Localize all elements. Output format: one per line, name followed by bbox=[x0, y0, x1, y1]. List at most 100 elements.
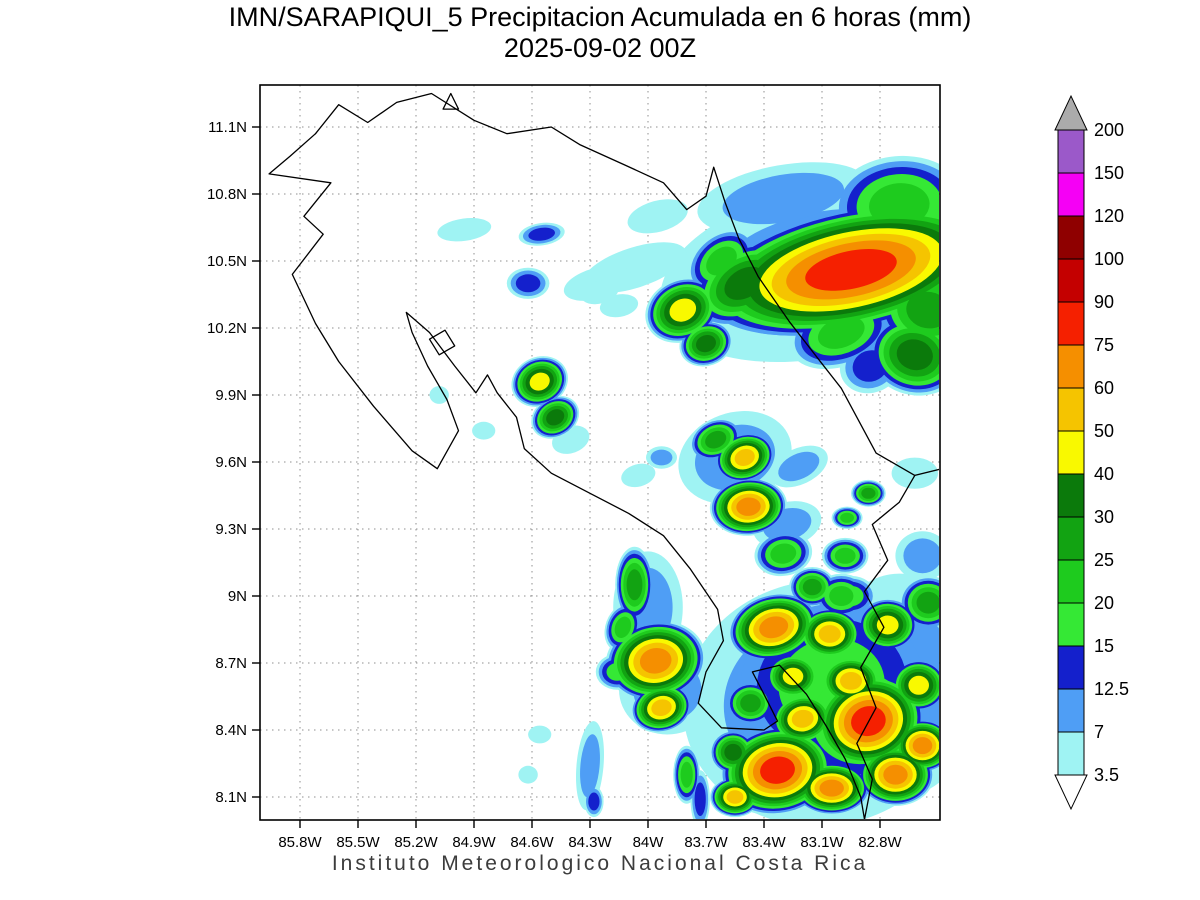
y-tick-label: 9.3N bbox=[215, 521, 247, 538]
x-tick-label: 84.9W bbox=[452, 834, 496, 851]
precipitation-field bbox=[429, 155, 939, 819]
colorbar-level-label: 12.5 bbox=[1094, 679, 1129, 699]
colorbar: 3.5 7 12.5 15 20 25 30 40 50 60 75 90 100 120 150 200 bbox=[1054, 94, 1129, 811]
footer-text: Instituto Meteorologico Nacional Costa R… bbox=[331, 852, 869, 875]
colorbar-level-label: 90 bbox=[1094, 292, 1114, 312]
colorbar-level-label: 50 bbox=[1094, 421, 1114, 441]
precip-contour-level-25 bbox=[916, 591, 939, 614]
colorbar-segment bbox=[1057, 344, 1085, 389]
precip-contour-level-12.5 bbox=[588, 792, 600, 811]
y-axis-latitude: 8.1N 8.4N 8.7N 9N 9.3N 9.6N 9.9N 10.2N 10.5N 10.8… bbox=[207, 119, 260, 806]
colorbar-segment bbox=[1057, 731, 1085, 776]
precip-contour-level-60 bbox=[819, 779, 844, 797]
pacific-coast bbox=[268, 133, 866, 819]
precip-contour-level-25 bbox=[861, 487, 876, 499]
precip-contour-level-3.5 bbox=[437, 217, 492, 242]
precip-contour-level-12.5 bbox=[528, 227, 555, 241]
y-tick-label: 8.1N bbox=[215, 789, 247, 806]
precip-contour-level-7 bbox=[722, 172, 845, 225]
map-frame bbox=[259, 84, 941, 821]
precip-contour-level-50 bbox=[734, 449, 755, 466]
colorbar-segment bbox=[1057, 645, 1085, 690]
colorbar-segment bbox=[1057, 559, 1085, 604]
precip-contour-level-20 bbox=[840, 512, 854, 523]
colorbar-level-label: 7 bbox=[1094, 722, 1104, 742]
precip-contour-level-20 bbox=[829, 586, 854, 606]
precip-contour-level-3.5 bbox=[621, 463, 656, 488]
precip-contour-level-7 bbox=[778, 451, 820, 482]
x-tick-label: 83.4W bbox=[742, 834, 786, 851]
precip-contour-level-60 bbox=[639, 647, 672, 674]
precip-contour-level-25 bbox=[705, 430, 727, 449]
colorbar-level-label: 120 bbox=[1094, 206, 1124, 226]
colorbar-segment bbox=[1057, 516, 1085, 561]
x-tick-label: 84W bbox=[633, 834, 665, 851]
y-tick-label: 11.1N bbox=[208, 119, 247, 136]
precip-contour-level-20 bbox=[614, 616, 632, 638]
precip-contour-level-3.5 bbox=[429, 386, 449, 404]
y-tick-label: 9.6N bbox=[215, 454, 247, 471]
y-tick-label: 9N bbox=[228, 588, 247, 605]
precip-contour-level-20 bbox=[834, 547, 856, 564]
x-tick-label: 83.7W bbox=[684, 834, 728, 851]
colorbar-level-label: 15 bbox=[1094, 636, 1114, 656]
precip-contour-level-40 bbox=[669, 298, 697, 322]
precip-contour-level-60 bbox=[883, 764, 908, 785]
precip-contour-level-75 bbox=[760, 756, 795, 784]
colorbar-level-label: 20 bbox=[1094, 593, 1114, 613]
y-tick-label: 8.7N bbox=[215, 655, 247, 672]
x-tick-label: 85.2W bbox=[394, 834, 438, 851]
precip-contour-level-3.5 bbox=[580, 280, 619, 305]
precip-contour-level-40 bbox=[876, 615, 899, 635]
precip-contour-level-20 bbox=[680, 761, 693, 788]
chart-subtitle: 2025-09-02 00Z bbox=[503, 33, 697, 63]
x-tick-label: 83.1W bbox=[800, 834, 844, 851]
colorbar-level-label: 75 bbox=[1094, 335, 1114, 355]
precip-contour-level-30 bbox=[695, 334, 717, 353]
x-tick-label: 84.6W bbox=[510, 834, 554, 851]
colorbar-level-label: 30 bbox=[1094, 507, 1114, 527]
precip-contour-level-25 bbox=[626, 569, 643, 601]
x-tick-label: 82.8W bbox=[858, 834, 902, 851]
colorbar-segment bbox=[1057, 172, 1085, 217]
precip-contour-level-50 bbox=[840, 672, 862, 690]
precip-contour-level-75 bbox=[805, 249, 897, 291]
colorbar-segment bbox=[1057, 129, 1085, 174]
precip-contour-level-12.5 bbox=[852, 350, 888, 382]
precip-contour-level-7 bbox=[580, 734, 600, 798]
precip-contour-level-20 bbox=[817, 316, 865, 349]
colorbar-segment bbox=[1057, 215, 1085, 260]
precip-contour-level-25 bbox=[740, 694, 761, 713]
colorbar-segment bbox=[1057, 688, 1085, 733]
colorbar-segment bbox=[1057, 430, 1085, 475]
precip-contour-level-30 bbox=[724, 743, 742, 761]
panama-border bbox=[856, 474, 916, 819]
y-tick-label: 10.8N bbox=[207, 186, 247, 203]
y-tick-label: 8.4N bbox=[215, 722, 247, 739]
precip-contour-level-20 bbox=[770, 543, 797, 564]
x-axis-longitude: 85.8W 85.5W 85.2W 84.9W 84.6W 84.3W 84W 83.7W 83… bbox=[278, 820, 903, 851]
precip-contour-level-40 bbox=[908, 675, 929, 695]
precip-contour-level-50 bbox=[818, 625, 841, 643]
precip-contour-level-3.5 bbox=[891, 457, 938, 489]
precip-contour-level-12.5 bbox=[694, 782, 706, 816]
precip-contour-level-50 bbox=[726, 790, 744, 804]
precip-contour-level-3.5 bbox=[627, 199, 688, 234]
precip-contour-level-7 bbox=[903, 538, 939, 574]
nicaragua-border-and-caribbean-coast bbox=[314, 92, 939, 477]
colorbar-level-label: 100 bbox=[1094, 249, 1124, 269]
colorbar-level-label: 3.5 bbox=[1094, 765, 1119, 785]
precip-contour-level-25 bbox=[906, 291, 939, 329]
colorbar-level-label: 150 bbox=[1094, 163, 1124, 183]
precip-contour-level-12.5 bbox=[515, 274, 541, 293]
x-tick-label: 85.5W bbox=[336, 834, 380, 851]
chart-title: IMN/SARAPIQUI_5 Precipitacion Acumulada … bbox=[228, 2, 972, 32]
precip-contour-level-3.5 bbox=[472, 421, 496, 440]
precip-contour-level-60 bbox=[912, 737, 933, 755]
precip-contour-level-20 bbox=[706, 246, 737, 276]
y-tick-label: 10.2N bbox=[207, 320, 247, 337]
isla-chira bbox=[428, 329, 456, 356]
colorbar-segment bbox=[1057, 602, 1085, 647]
colorbar-segment bbox=[1057, 301, 1085, 346]
